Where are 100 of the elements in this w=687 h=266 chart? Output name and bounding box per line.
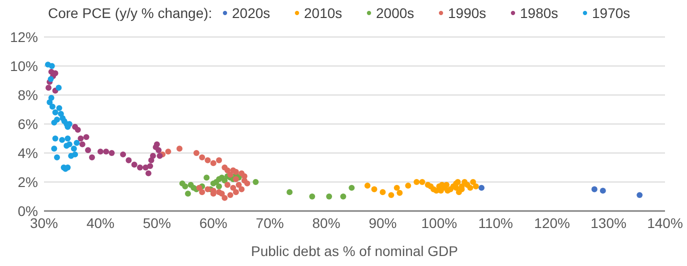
point xyxy=(64,136,71,142)
point xyxy=(52,109,58,116)
point xyxy=(85,147,92,154)
legend-title: Core PCE (y/y % change): xyxy=(48,4,212,21)
point xyxy=(150,152,156,159)
point xyxy=(126,157,132,164)
x-tick-label: 120% xyxy=(534,215,570,231)
point xyxy=(70,146,77,152)
y-tick-label: 2% xyxy=(18,174,38,190)
point xyxy=(210,160,216,166)
point xyxy=(48,63,55,69)
x-tick-label: 140% xyxy=(647,215,683,231)
point xyxy=(396,190,403,196)
point xyxy=(154,141,160,148)
point xyxy=(56,84,62,91)
y-tick-label: 8% xyxy=(18,86,38,103)
point xyxy=(204,174,210,181)
point xyxy=(83,134,90,140)
legend-label: 2010s xyxy=(304,4,342,21)
y-tick-label: 6% xyxy=(18,116,38,132)
point xyxy=(444,182,450,188)
y-tick-label: 10% xyxy=(10,58,38,74)
legend-label: 2020s xyxy=(232,4,270,21)
point xyxy=(184,190,191,197)
point xyxy=(470,179,476,185)
legend-label: 1980s xyxy=(520,4,558,21)
point xyxy=(176,146,182,152)
y-tick-label: 12% xyxy=(10,28,38,45)
point xyxy=(48,76,54,82)
point xyxy=(199,189,206,196)
point xyxy=(218,190,225,197)
point xyxy=(224,167,230,174)
point xyxy=(136,164,143,170)
point xyxy=(89,154,95,160)
point xyxy=(216,157,222,164)
x-tick-label: 100% xyxy=(421,215,458,231)
point xyxy=(199,154,206,160)
x-tick-label: 110% xyxy=(478,215,514,231)
legend-label: 2000s xyxy=(376,4,414,21)
point xyxy=(380,189,386,196)
point xyxy=(252,179,259,185)
point xyxy=(232,168,239,175)
point xyxy=(478,184,485,191)
point xyxy=(364,182,370,189)
point xyxy=(244,180,250,186)
point xyxy=(326,194,332,200)
point xyxy=(79,141,86,148)
x-tick-label: 60% xyxy=(199,215,228,231)
y-tick-label: 4% xyxy=(18,144,38,161)
point xyxy=(49,104,56,110)
point xyxy=(64,142,70,149)
point xyxy=(103,148,110,155)
point xyxy=(131,162,138,168)
point xyxy=(222,194,228,201)
point xyxy=(467,184,474,191)
point xyxy=(394,184,400,191)
point xyxy=(156,147,162,154)
point xyxy=(108,150,115,156)
x-tick-label: 130% xyxy=(590,215,626,231)
point xyxy=(216,183,222,190)
point xyxy=(388,192,394,198)
point xyxy=(97,148,104,155)
point xyxy=(472,183,479,190)
point xyxy=(193,150,200,156)
point xyxy=(120,151,126,158)
point xyxy=(204,186,211,192)
point xyxy=(340,194,346,200)
point xyxy=(286,189,293,196)
point xyxy=(182,183,188,190)
point xyxy=(78,136,84,142)
point xyxy=(165,148,172,155)
point xyxy=(145,170,152,176)
point xyxy=(371,186,378,192)
point xyxy=(238,186,245,192)
point xyxy=(600,188,606,194)
point xyxy=(74,126,81,133)
point xyxy=(236,182,242,188)
point xyxy=(636,192,643,198)
point xyxy=(46,99,53,106)
legend-label: 1970s xyxy=(592,4,630,21)
point xyxy=(204,157,211,164)
point xyxy=(419,179,426,185)
point xyxy=(405,182,412,189)
point xyxy=(52,136,58,142)
point xyxy=(156,152,163,159)
point xyxy=(309,194,316,200)
point xyxy=(51,146,58,152)
point xyxy=(72,151,78,158)
point xyxy=(232,189,239,196)
point xyxy=(232,176,239,182)
point xyxy=(56,105,62,112)
x-tick-label: 70% xyxy=(256,215,284,231)
point xyxy=(227,192,234,198)
x-tick-label: 40% xyxy=(86,215,114,231)
point xyxy=(51,120,58,126)
point xyxy=(414,179,420,185)
point xyxy=(230,184,236,191)
point xyxy=(224,182,230,188)
point xyxy=(74,140,80,146)
point xyxy=(147,163,154,170)
